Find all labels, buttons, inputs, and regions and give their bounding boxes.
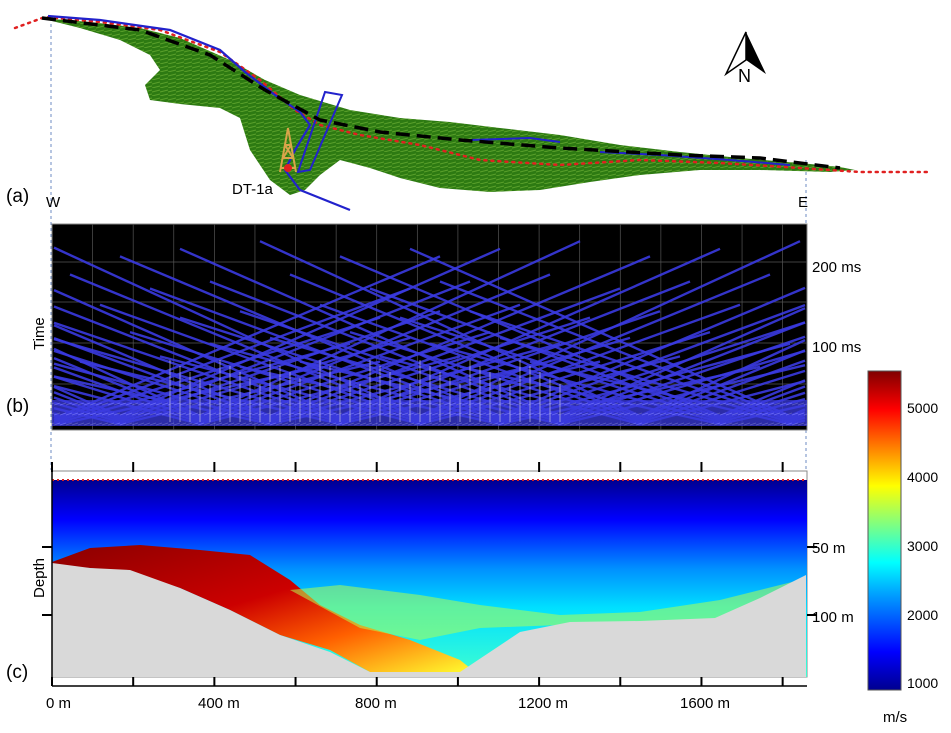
survey-line: [41, 16, 841, 170]
colorbar-tick-2000: 2000: [907, 607, 938, 623]
shot-points-line: [13, 15, 932, 174]
colorbar-tick-4000: 4000: [907, 469, 938, 485]
distance-tick-400: 400 m: [198, 695, 240, 712]
distance-tick-1200: 1200 m: [518, 695, 568, 712]
panel-c: Depth 50 m 100 m (c) 0 m 400 m 800 m 120…: [6, 462, 854, 712]
colorbar: 5000 4000 3000 2000 1000 m/s: [867, 370, 938, 726]
colorbar-tick-1000: 1000: [907, 675, 938, 691]
time-tick-100: 100 ms: [812, 339, 861, 356]
receiver-loop: [296, 90, 344, 174]
high-velocity-zone: [52, 545, 475, 672]
north-label: N: [738, 66, 751, 86]
well-label: DT-1a: [232, 181, 274, 198]
west-label: W: [46, 194, 61, 211]
traveltime-picks: [52, 240, 807, 426]
distance-tick-0: 0 m: [46, 695, 71, 712]
time-tick-200: 200 ms: [812, 259, 861, 276]
depth-axis-label: Depth: [31, 558, 48, 598]
traveltime-pick-band: [52, 400, 807, 426]
colorbar-ramp: [867, 370, 902, 691]
east-label: E: [798, 194, 808, 211]
colorbar-unit: m/s: [883, 709, 907, 726]
receiver-line: [47, 14, 351, 212]
panel-b: Time 100 ms 200 ms (b): [6, 223, 861, 431]
panel-a: N (a) DT-1a W E: [6, 14, 932, 470]
warm-zone: [290, 580, 800, 640]
distance-tick-800: 800 m: [355, 695, 397, 712]
tomogram-ticks: [42, 462, 817, 687]
panel-c-label: (c): [6, 662, 28, 683]
panel-a-label: (a): [6, 186, 29, 207]
distance-tick-1600: 1600 m: [680, 695, 730, 712]
bedrock-mask: [52, 563, 806, 677]
colorbar-tick-5000: 5000: [907, 400, 938, 416]
time-axis-label: Time: [31, 317, 48, 350]
drill-rig-icon: [279, 127, 297, 173]
panel-b-label: (b): [6, 396, 29, 417]
depth-tick-100: 100 m: [812, 609, 854, 626]
depth-tick-50: 50 m: [812, 540, 845, 557]
north-arrow-icon: [724, 31, 766, 77]
colorbar-tick-3000: 3000: [907, 538, 938, 554]
vegetation-area: [40, 18, 855, 195]
